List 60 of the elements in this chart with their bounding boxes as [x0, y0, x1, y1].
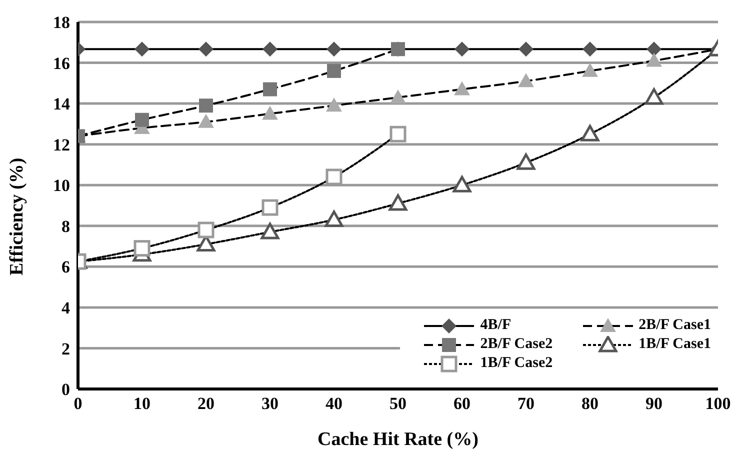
point — [518, 42, 534, 57]
point — [390, 89, 406, 104]
point — [646, 42, 662, 57]
point — [454, 81, 470, 96]
legend-label: 2B/F Case2 — [480, 335, 553, 354]
point — [582, 62, 598, 77]
y-tick-label: 16 — [53, 54, 70, 73]
y-tick-label: 10 — [53, 176, 70, 196]
point — [454, 42, 470, 57]
y-tick-label: 6 — [62, 258, 70, 277]
point — [646, 52, 662, 67]
point — [326, 168, 342, 186]
x-tick-label: 40 — [326, 394, 342, 414]
x-tick-label: 70 — [518, 394, 534, 414]
legend-label: 2B/F Case1 — [638, 316, 711, 335]
point — [324, 210, 344, 228]
point — [198, 114, 214, 128]
point — [326, 98, 342, 112]
point — [516, 153, 536, 170]
x-tick-label: 90 — [646, 394, 662, 414]
point — [135, 112, 149, 127]
x-tick-label: 100 — [705, 394, 731, 414]
point — [327, 64, 341, 78]
point — [518, 73, 534, 88]
y-tick-label: 0 — [62, 380, 70, 400]
x-tick-label: 60 — [454, 394, 470, 414]
point — [260, 222, 280, 240]
point — [263, 82, 277, 96]
legend-label: 1B/F Case2 — [480, 354, 553, 373]
y-tick-label: 14 — [53, 94, 70, 114]
x-tick-label: 30 — [262, 394, 278, 414]
point — [388, 194, 408, 211]
point — [580, 124, 600, 142]
point — [262, 106, 278, 120]
x-tick-label: 0 — [74, 394, 82, 414]
x-tick-label: 20 — [198, 394, 214, 414]
point — [582, 42, 598, 57]
y-tick-label: 4 — [62, 298, 70, 318]
point — [198, 42, 214, 57]
point — [134, 42, 150, 57]
y-tick-label: 2 — [62, 339, 70, 358]
point — [326, 42, 342, 57]
y-tick-label: 12 — [53, 135, 70, 154]
point — [198, 222, 214, 238]
x-tick-label: 50 — [390, 394, 406, 414]
legend-label: 4B/F — [480, 316, 512, 335]
x-axis-title: Cache Hit Rate (%) — [318, 429, 478, 450]
x-tick-label: 80 — [582, 394, 598, 414]
point — [452, 176, 472, 192]
x-tick-label: 10 — [134, 394, 150, 414]
y-axis-title: Efficiency (%) — [6, 158, 28, 276]
point — [262, 42, 278, 57]
point — [644, 88, 664, 105]
y-tick-label: 8 — [62, 216, 70, 236]
point — [134, 240, 150, 257]
point — [390, 126, 406, 142]
point — [262, 199, 278, 216]
y-tick-label: 18 — [53, 13, 70, 32]
legend-label: 1B/F Case1 — [638, 335, 711, 354]
point — [199, 98, 213, 113]
